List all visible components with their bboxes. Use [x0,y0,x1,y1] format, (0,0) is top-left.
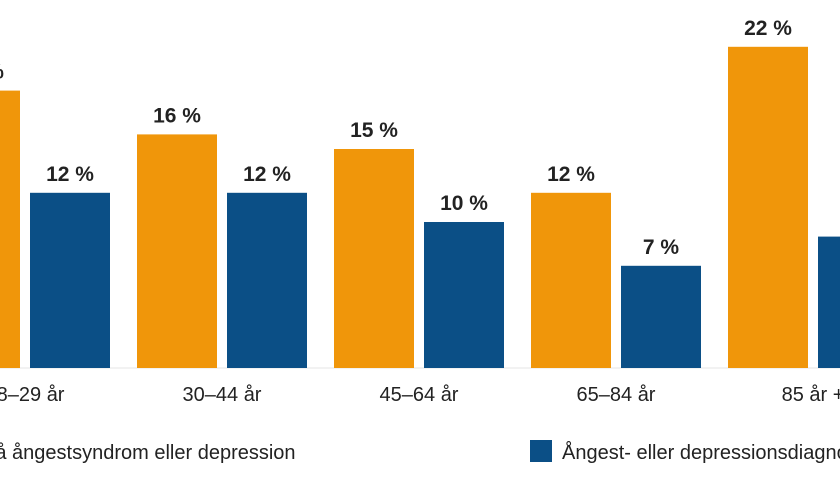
bar-symptoms-2 [334,149,414,368]
legend: Symtom som tyder på ångestsyndrom eller … [0,440,840,464]
bar-symptoms-0 [0,90,20,368]
bar-value-label: 19 % [0,61,4,84]
bar-symptoms-4 [728,46,808,369]
bar-value-label: 12 % [243,163,291,186]
legend-label: Symtom som tyder på ångestsyndrom eller … [0,442,296,464]
bar-value-label: 10 % [440,192,488,215]
bar-symptoms-1 [137,134,217,368]
bar-diagnosis-1 [227,192,307,368]
bar-diagnosis-0 [30,192,110,368]
bar-diagnosis-3 [621,265,701,368]
x-tick-label: 18–29 år [0,384,65,406]
bar-value-label: 12 % [46,163,94,186]
bar-value-label: 16 % [153,104,201,127]
bar-symptoms-3 [531,192,611,368]
x-tick-label: 30–44 år [183,384,262,406]
bar-value-label: 12 % [547,163,595,186]
x-tick-labels-group: 18–29 år 30–44 år 45–64 år 65–84 år 85 år + [0,384,840,406]
legend-label: Ångest- eller depressionsdiagnos [562,441,840,464]
x-tick-label: 45–64 år [380,384,459,406]
legend-swatch [530,440,552,462]
bars-group [0,46,840,369]
bar-labels-group: 19 %12 %16 %12 %15 %10 %12 %7 %22 %9 % [0,17,840,259]
bar-value-label: 7 % [643,236,680,259]
bar-value-label: 22 % [744,17,792,40]
bar-diagnosis-2 [424,222,504,368]
bar-diagnosis-4 [818,236,840,368]
x-tick-label: 85 år + [782,384,840,406]
bar-value-label: 15 % [350,119,398,142]
x-tick-label: 65–84 år [577,384,656,406]
